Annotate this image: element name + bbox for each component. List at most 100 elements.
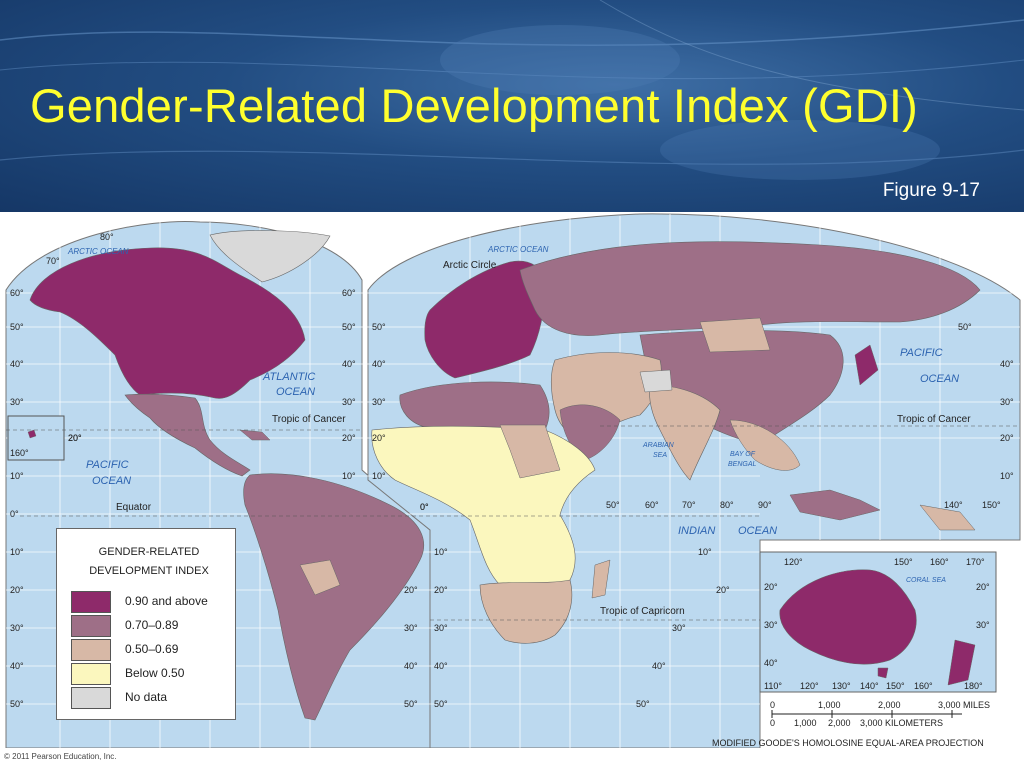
lat-label: 30° (672, 623, 686, 633)
scale-label: 3,000 KILOMETERS (860, 718, 944, 728)
lat-label: 30° (342, 397, 356, 407)
land-south-america (243, 473, 425, 721)
label-arctic-ocean-west: ARCTIC OCEAN (67, 247, 129, 256)
lat-label: 50° (958, 322, 972, 332)
label-bay-of-bengal-1: BAY OF (730, 451, 756, 458)
lat-label: 20° (976, 582, 990, 592)
lat-label: 30° (434, 623, 448, 633)
lon-label: 120° (800, 681, 819, 691)
lat-label: 50° (342, 322, 356, 332)
legend-item: 0.50–0.69 (71, 639, 231, 661)
legend-title: GENDER-RELATED DEVELOPMENT INDEX (89, 546, 209, 577)
label-indian-ocean: INDIAN (678, 525, 715, 537)
land-hawaii (27, 429, 37, 439)
slide-title: Gender-Related Development Index (GDI) (30, 79, 918, 132)
lat-label: 30° (976, 620, 990, 630)
lon-label: 120° (784, 557, 803, 567)
scale-label: 3,000 MILES (938, 700, 991, 710)
lat-label: 40° (652, 661, 666, 671)
world-map: ARCTIC OCEAN ARCTIC OCEAN Arctic Circle … (0, 212, 1024, 748)
header-background-art (0, 0, 1024, 180)
legend-label: Below 0.50 (125, 666, 185, 680)
label-tropic-cancer-east: Tropic of Cancer (897, 414, 971, 425)
label-indian-ocean-2: OCEAN (738, 525, 777, 537)
label-coral-sea: CORAL SEA (906, 577, 946, 584)
lon-label: 150° (886, 681, 905, 691)
lat-label: 20° (372, 433, 386, 443)
land-japan (854, 344, 879, 386)
lat-label: 50° (404, 699, 418, 709)
lat-label: 30° (764, 620, 778, 630)
projection-note: MODIFIED GOODE'S HOMOLOSINE EQUAL-AREA P… (712, 738, 984, 748)
scale-label: 2,000 (878, 700, 901, 710)
lat-label: 0° (420, 502, 429, 512)
scale-label: 0 (770, 700, 776, 710)
lat-label: 40° (372, 359, 386, 369)
scale-miles: 0 1,000 2,000 3,000 MILES (770, 700, 1010, 716)
lat-label: 20° (434, 585, 448, 595)
land-mexico-central-america (124, 393, 251, 477)
lat-label: 30° (10, 397, 24, 407)
land-new-zealand (947, 639, 976, 686)
copyright: © 2011 Pearson Education, Inc. (4, 752, 117, 761)
land-afghanistan (639, 369, 673, 393)
lat-label: 10° (434, 547, 448, 557)
lat-label: 40° (10, 359, 24, 369)
lon-label: 50° (606, 500, 620, 510)
legend-label: 0.70–0.89 (125, 618, 179, 632)
legend-label: No data (125, 690, 168, 704)
label-pacific-east-2: OCEAN (920, 373, 959, 385)
lon-label: 70° (682, 500, 696, 510)
figure-label: Figure 9-17 (882, 180, 980, 201)
lon-label: 140° (944, 500, 963, 510)
label-equator: Equator (116, 502, 152, 513)
label-pacific-east-1: PACIFIC (900, 347, 943, 359)
lat-label: 50° (434, 699, 448, 709)
legend-swatch (71, 663, 111, 685)
slide-header: Gender-Related Development Index (GDI) F… (0, 0, 1024, 212)
legend-swatch (71, 639, 111, 661)
lat-label: 70° (46, 256, 60, 266)
lat-label: 40° (10, 661, 24, 671)
scale-label: 1,000 (794, 718, 817, 728)
lat-label: 30° (404, 623, 418, 633)
lat-label: 60° (10, 288, 24, 298)
land-europe (424, 260, 546, 379)
lat-label: 30° (372, 397, 386, 407)
label-arabian-sea-2: SEA (653, 452, 667, 459)
tropic-lines (6, 425, 1020, 621)
lat-label: 40° (1000, 359, 1014, 369)
legend-item: Below 0.50 (71, 663, 231, 685)
land-southern-africa (479, 579, 573, 644)
map-labels: ARCTIC OCEAN ARCTIC OCEAN Arctic Circle … (10, 232, 1014, 709)
land-north-africa (399, 381, 550, 431)
lat-label: 30° (10, 623, 24, 633)
lat-label: 10° (10, 471, 24, 481)
lat-label: 50° (372, 322, 386, 332)
land-north-america (29, 247, 306, 399)
scale-label: 1,000 (818, 700, 841, 710)
lat-label: 50° (10, 699, 24, 709)
label-arabian-sea-1: ARABIAN (642, 442, 675, 449)
lat-label: 20° (68, 433, 82, 443)
lon-label: 90° (758, 500, 772, 510)
lat-label: 10° (1000, 471, 1014, 481)
lon-label: 60° (645, 500, 659, 510)
land-mongolia (699, 317, 771, 353)
lat-label: 10° (372, 471, 386, 481)
land-new-guinea (919, 504, 976, 531)
legend: GENDER-RELATED DEVELOPMENT INDEX 0.90 an… (56, 528, 236, 720)
land-southeast-asia (729, 419, 801, 471)
land-australia (779, 569, 917, 665)
lat-label: 20° (342, 433, 356, 443)
lon-label: 160° (10, 448, 29, 458)
legend-swatch (71, 591, 111, 613)
legend-item: 0.70–0.89 (71, 615, 231, 637)
lat-label: 20° (404, 585, 418, 595)
legend-swatch (71, 615, 111, 637)
lat-label: 40° (342, 359, 356, 369)
lat-label: 10° (698, 547, 712, 557)
lat-label: 40° (404, 661, 418, 671)
lat-label: 40° (434, 661, 448, 671)
lat-label: 80° (100, 232, 114, 242)
